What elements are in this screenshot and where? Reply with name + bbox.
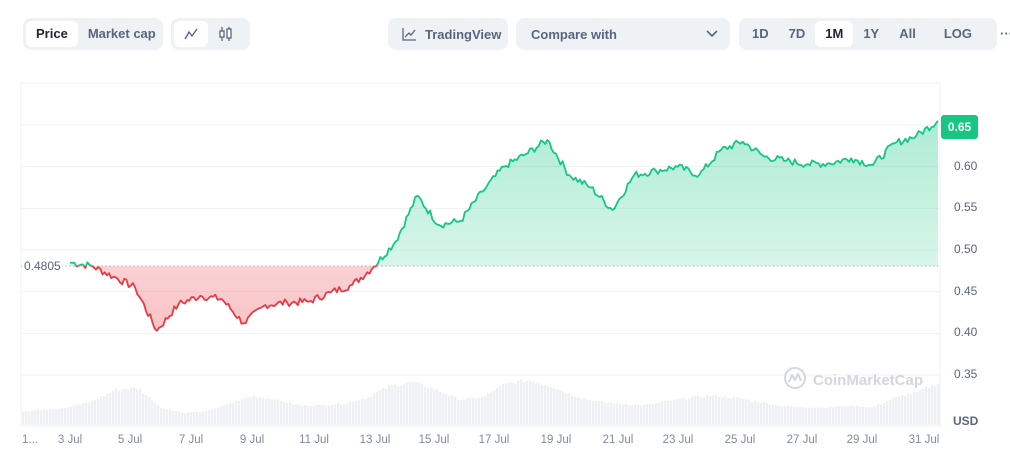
x-tick-label: 5 Jul (117, 434, 143, 446)
y-tick-label: 0.60 (954, 158, 978, 173)
x-tick-label: 27 Jul (786, 434, 818, 446)
chart-toolbar: Price Market cap TradingView Compare wit… (0, 0, 1010, 68)
x-tick-label: 19 Jul (540, 434, 572, 446)
line-chart-button[interactable] (174, 21, 208, 47)
y-tick-label: 0.45 (954, 283, 978, 298)
tradingview-chart-icon (402, 27, 417, 41)
range-all[interactable]: All (899, 26, 916, 41)
x-tick-label: 11 Jul (299, 434, 329, 446)
x-tick-label: 1... (22, 434, 38, 446)
price-marketcap-toggle: Price Market cap (23, 18, 163, 50)
area-down (70, 266, 938, 331)
range-7d[interactable]: 7D (788, 26, 806, 41)
x-tick-label: 21 Jul (602, 434, 634, 446)
x-tick-label: 29 Jul (846, 434, 878, 446)
x-tick-label: 13 Jul (359, 434, 391, 446)
plot-frame (20, 82, 941, 427)
x-tick-label: 15 Jul (418, 434, 450, 446)
y-tick-label: 0.40 (954, 325, 978, 340)
price-line-down (75, 266, 378, 332)
x-tick-label: 23 Jul (662, 434, 694, 446)
log-scale-toggle[interactable]: LOG (943, 26, 973, 41)
time-range-selector: 1D 7D 1M 1Y All LOG ··· (739, 18, 1010, 50)
candlestick-icon (218, 26, 234, 42)
x-tick-label: 3 Jul (57, 434, 83, 446)
coinmarketcap-watermark: CoinMarketCap (783, 366, 923, 394)
area-up (70, 120, 938, 266)
price-tab[interactable]: Price (26, 21, 78, 47)
chart-type-toggle (171, 18, 250, 50)
watermark-text: CoinMarketCap (813, 371, 924, 389)
more-options-button[interactable]: ··· (1000, 26, 1010, 41)
x-tick-label: 7 Jul (178, 434, 204, 446)
y-tick-label: 0.55 (954, 200, 978, 215)
x-tick-label: 9 Jul (239, 434, 265, 446)
range-1y[interactable]: 1Y (863, 26, 880, 41)
price-line-up (69, 120, 939, 266)
coinmarketcap-logo-icon (783, 366, 807, 394)
range-1d[interactable]: 1D (752, 26, 769, 41)
y-tick-label: 0.35 (954, 366, 978, 381)
compare-with-dropdown[interactable]: Compare with (516, 18, 730, 50)
candlestick-button[interactable] (208, 21, 244, 47)
x-tick-label: 31 Jul (908, 434, 940, 446)
x-tick-label: 17 Jul (478, 434, 510, 446)
tradingview-label: TradingView (425, 26, 502, 42)
current-price-tag: 0.65 (941, 115, 978, 139)
x-tick-label: 25 Jul (724, 434, 756, 446)
volume-bars (22, 379, 940, 425)
market-cap-tab[interactable]: Market cap (87, 26, 156, 41)
baseline-price-label: 0.4805 (22, 259, 63, 273)
tradingview-button[interactable]: TradingView (388, 18, 508, 50)
compare-with-label: Compare with (531, 26, 617, 42)
y-tick-label: 0.50 (954, 241, 978, 256)
currency-label: USD (953, 414, 979, 428)
chevron-down-icon (706, 30, 718, 38)
range-1m[interactable]: 1M (815, 21, 854, 47)
line-chart-icon (183, 27, 199, 41)
